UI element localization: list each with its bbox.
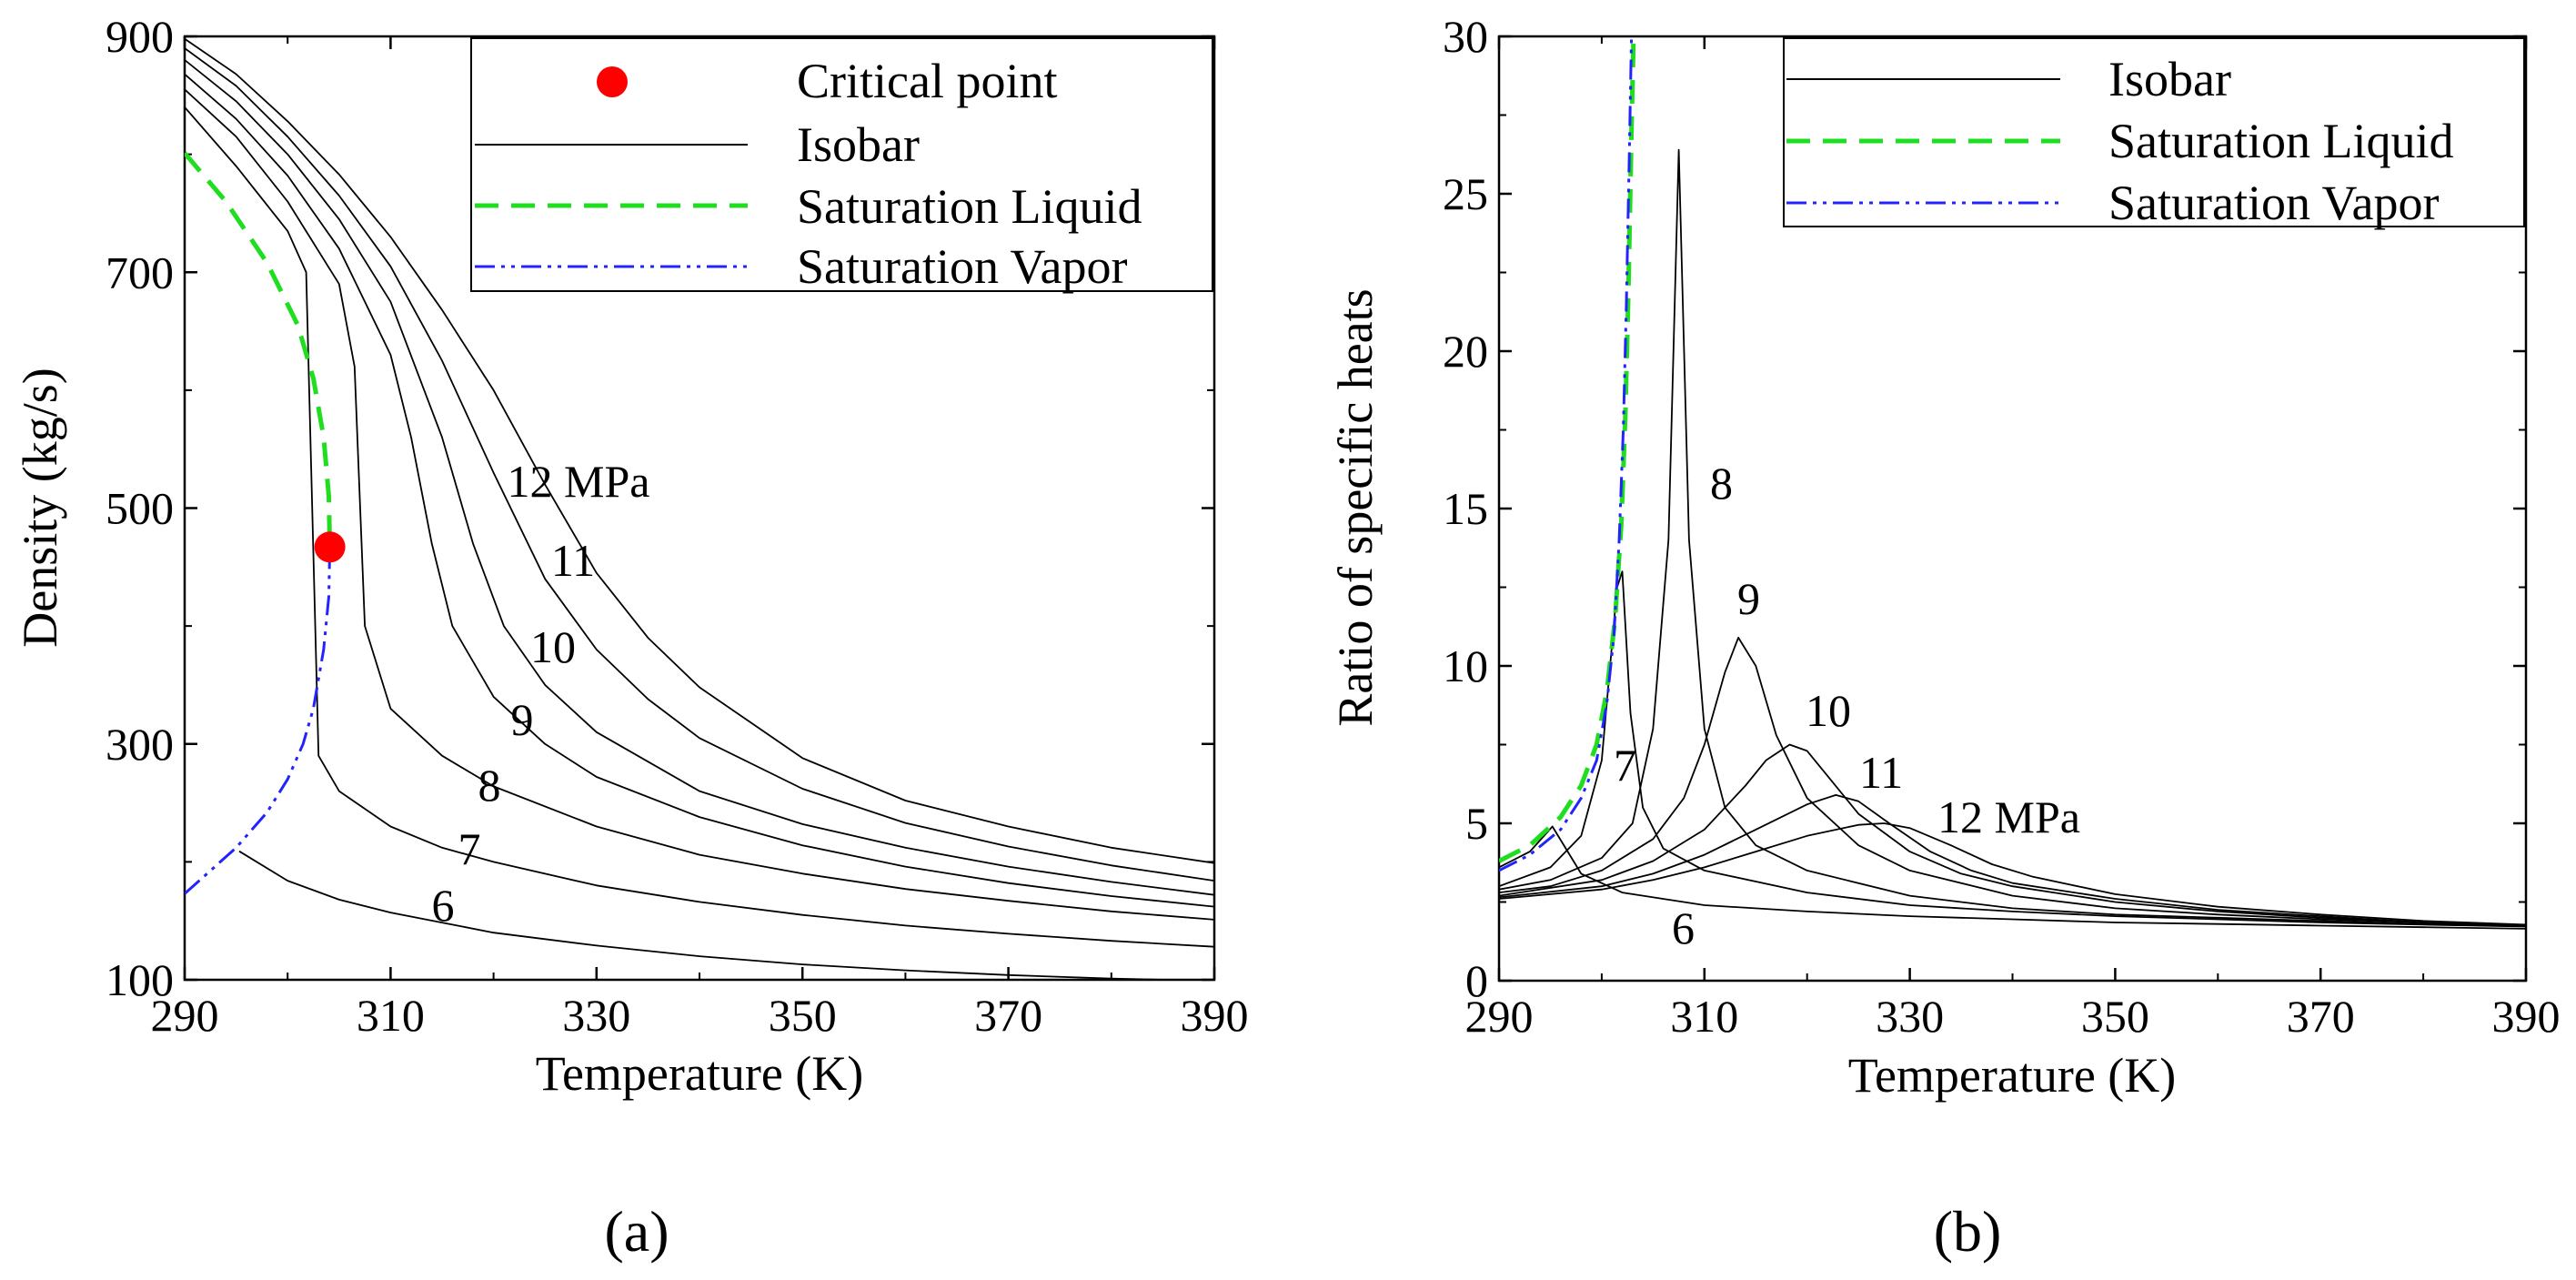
panel-b-legend-box: [1783, 37, 2525, 227]
panel-b-label: (b): [1934, 1199, 2002, 1264]
isobar-12-line: [185, 37, 1214, 864]
isobar-6-label: 6: [1672, 902, 1695, 953]
legend-b-saturation-vapor-label: Saturation Vapor: [2108, 176, 2439, 230]
x-tick-label: 370: [2287, 991, 2355, 1042]
isobar-12-label: 12 MPa: [1937, 791, 2080, 842]
saturation-vapor-line: [1499, 36, 1634, 872]
panel-b-y-ticks: 0 5 10 15 20 25 30: [1443, 11, 2526, 1006]
legend-critical-point-label: Critical point: [797, 54, 1057, 108]
panel-a-curve-labels: 67 89 10 11 12 MPa: [432, 456, 650, 931]
x-tick-label: 390: [2492, 991, 2561, 1042]
panel-a-legend-box: [470, 37, 1213, 292]
x-tick-label: 290: [151, 990, 219, 1041]
y-tick-label: 300: [106, 719, 174, 770]
isobar-9-label: 9: [511, 694, 534, 745]
x-tick-label: 370: [974, 990, 1042, 1041]
isobar-7-label: 7: [458, 823, 481, 874]
isobar-11-label: 11: [551, 535, 595, 586]
y-tick-label: 5: [1465, 798, 1488, 849]
isobar-9-line: [1499, 637, 2526, 927]
legend-critical-point-marker: [597, 66, 628, 97]
saturation-liquid-line: [185, 151, 333, 548]
x-tick-label: 330: [562, 990, 630, 1041]
y-tick-label: 700: [106, 247, 174, 297]
legend-b-saturation-liquid-label: Saturation Liquid: [2108, 114, 2453, 168]
x-tick-label: 310: [357, 990, 425, 1041]
y-tick-label: 10: [1443, 640, 1488, 691]
panel-b-legend: Isobar Saturation Liquid Saturation Vapo…: [1783, 37, 2525, 230]
isobar-11-line: [1499, 794, 2526, 927]
x-tick-label: 390: [1181, 990, 1249, 1041]
panel-a-label: (a): [604, 1199, 669, 1264]
y-tick-label: 100: [106, 954, 174, 1005]
x-tick-label: 350: [769, 990, 837, 1041]
isobar-6-line: [1499, 825, 2526, 930]
panel-b-x-axis-label: Temperature (K): [1848, 1048, 2177, 1103]
panel-b-y-axis-label: Ratio of specific heats: [1328, 288, 1383, 726]
y-tick-label: 20: [1443, 326, 1488, 377]
isobar-7-label: 7: [1614, 740, 1636, 791]
y-tick-label: 25: [1443, 168, 1488, 219]
panel-a-x-axis-label: Temperature (K): [536, 1046, 864, 1101]
isobar-8-label: 8: [478, 760, 501, 811]
panel-b-x-ticks: 290 310 330 350 370 390: [1465, 36, 2561, 1042]
isobar-12-line: [1499, 822, 2526, 926]
x-tick-label: 310: [1670, 991, 1738, 1042]
y-tick-label: 900: [106, 11, 174, 62]
isobar-10-line: [185, 59, 1214, 896]
legend-saturation-vapor-label: Saturation Vapor: [797, 239, 1127, 294]
isobar-12-label: 12 MPa: [508, 456, 650, 507]
x-tick-label: 330: [1876, 991, 1944, 1042]
panel-a-legend: Critical point Isobar Saturation Liquid …: [470, 37, 1213, 294]
critical-point-marker: [314, 531, 346, 563]
y-tick-label: 30: [1443, 11, 1488, 62]
isobar-7-line: [185, 106, 1214, 948]
isobar-10-label: 10: [530, 621, 576, 672]
y-tick-label: 500: [106, 483, 174, 534]
legend-isobar-label: Isobar: [797, 117, 920, 172]
isobar-11-label: 11: [1859, 747, 1903, 798]
isobar-8-line: [185, 88, 1214, 921]
isobar-8-label: 8: [1710, 458, 1733, 509]
saturation-vapor-line: [185, 547, 332, 895]
panel-a-y-axis-label: Density (kg/s): [13, 368, 67, 647]
isobar-11-line: [185, 47, 1214, 882]
panel-a-curves: [185, 37, 1214, 980]
isobar-10-label: 10: [1806, 685, 1851, 736]
x-tick-label: 290: [1465, 991, 1534, 1042]
legend-b-isobar-label: Isobar: [2108, 52, 2231, 106]
isobar-10-line: [1499, 743, 2526, 927]
y-tick-label: 0: [1465, 955, 1488, 1006]
y-tick-label: 15: [1443, 483, 1488, 534]
isobar-7-line: [1499, 570, 2526, 928]
isobar-6-line: [238, 850, 1199, 980]
legend-saturation-liquid-label: Saturation Liquid: [797, 179, 1142, 234]
panel-a-y-ticks: 100 300 500 700 900: [106, 11, 1214, 1005]
saturation-liquid-line: [1499, 36, 1636, 863]
x-tick-label: 350: [2081, 991, 2149, 1042]
isobar-6-label: 6: [432, 880, 455, 931]
isobar-9-label: 9: [1737, 573, 1760, 624]
isobar-9-line: [185, 73, 1214, 908]
panel-a-x-ticks: 290 310 330 350 370 390: [151, 36, 1249, 1041]
panel-b-curves: [1499, 36, 2526, 930]
